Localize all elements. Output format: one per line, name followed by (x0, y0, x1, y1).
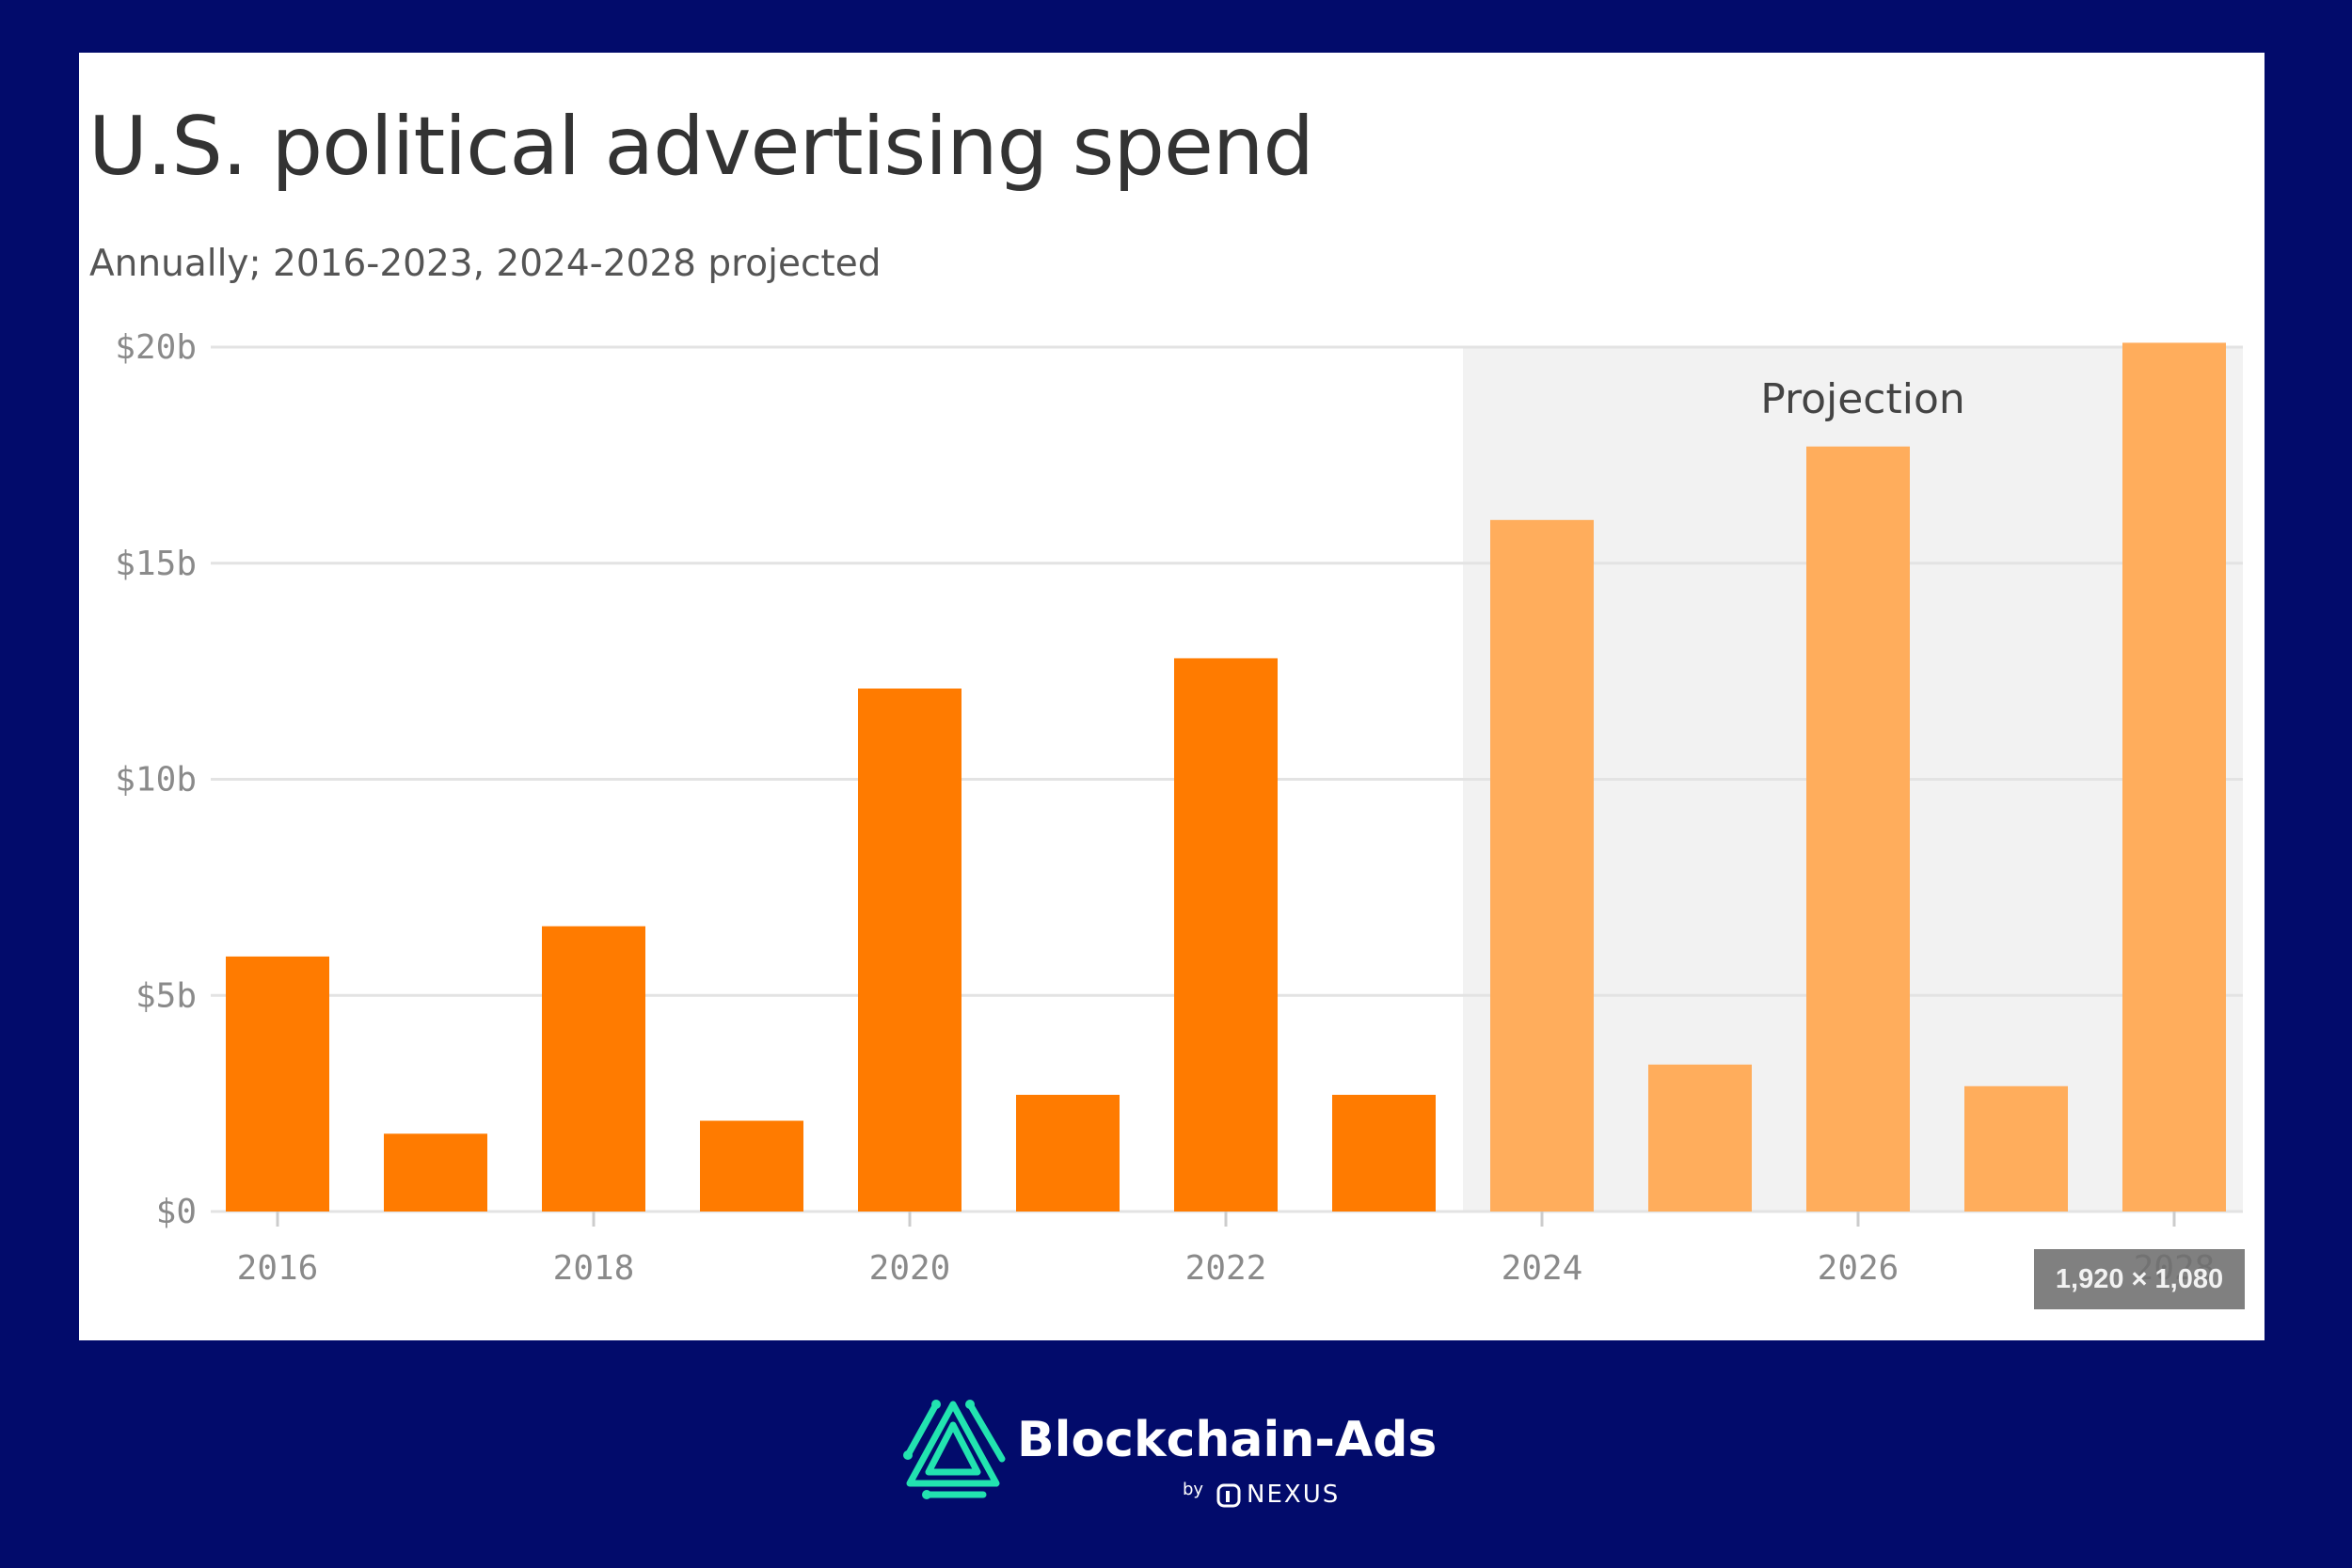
x-tick-label: 2018 (553, 1249, 635, 1288)
y-tick-label: $15b (115, 545, 197, 583)
brand-by-label: by (1183, 1480, 1204, 1499)
projected-bar (2122, 342, 2226, 1212)
brand-footer: Blockchain-Ads by NEXUS (898, 1397, 1463, 1519)
bar (226, 956, 329, 1212)
bar (1016, 1094, 1120, 1212)
x-tick-label: 2020 (869, 1249, 951, 1288)
x-tick-label: 2022 (1185, 1249, 1267, 1288)
image-size-badge: 1,920 × 1,080 (2034, 1249, 2245, 1309)
bar (542, 926, 645, 1212)
y-tick-label: $0 (156, 1193, 197, 1231)
y-tick-label: $5b (135, 976, 197, 1015)
bar-chart: $0 $5b $10b $15b $20b 2016 2018 2020 2022 2024 202… (115, 328, 2243, 1288)
bar (384, 1133, 487, 1212)
projected-bar (1806, 446, 1910, 1212)
chart-title: U.S. political advertising spend (88, 100, 1314, 194)
partner-name: NEXUS (1247, 1481, 1341, 1509)
bar (1174, 657, 1278, 1212)
y-tick-label: $20b (115, 328, 197, 367)
x-tick-label: 2026 (1818, 1249, 1899, 1288)
bar (700, 1120, 803, 1212)
blockchain-ads-logo-icon (903, 1400, 1006, 1499)
y-tick-label: $10b (115, 761, 197, 800)
bar (1332, 1094, 1436, 1212)
nexus-logo-icon (1216, 1483, 1241, 1508)
brand-name: Blockchain-Ads (1017, 1412, 1438, 1468)
projected-bar (1648, 1064, 1752, 1212)
projected-bar (1964, 1085, 2068, 1212)
bar (858, 689, 961, 1212)
chart-card: $0 $5b $10b $15b $20b 2016 2018 2020 2022 2024 202… (79, 53, 2265, 1340)
projected-bar (1490, 519, 1594, 1212)
x-tick-label: 2024 (1502, 1249, 1583, 1288)
x-tick-label: 2016 (237, 1249, 319, 1288)
projection-annotation: Projection (1760, 375, 1965, 423)
chart-subtitle: Annually; 2016-2023, 2024-2028 projected (89, 243, 882, 285)
